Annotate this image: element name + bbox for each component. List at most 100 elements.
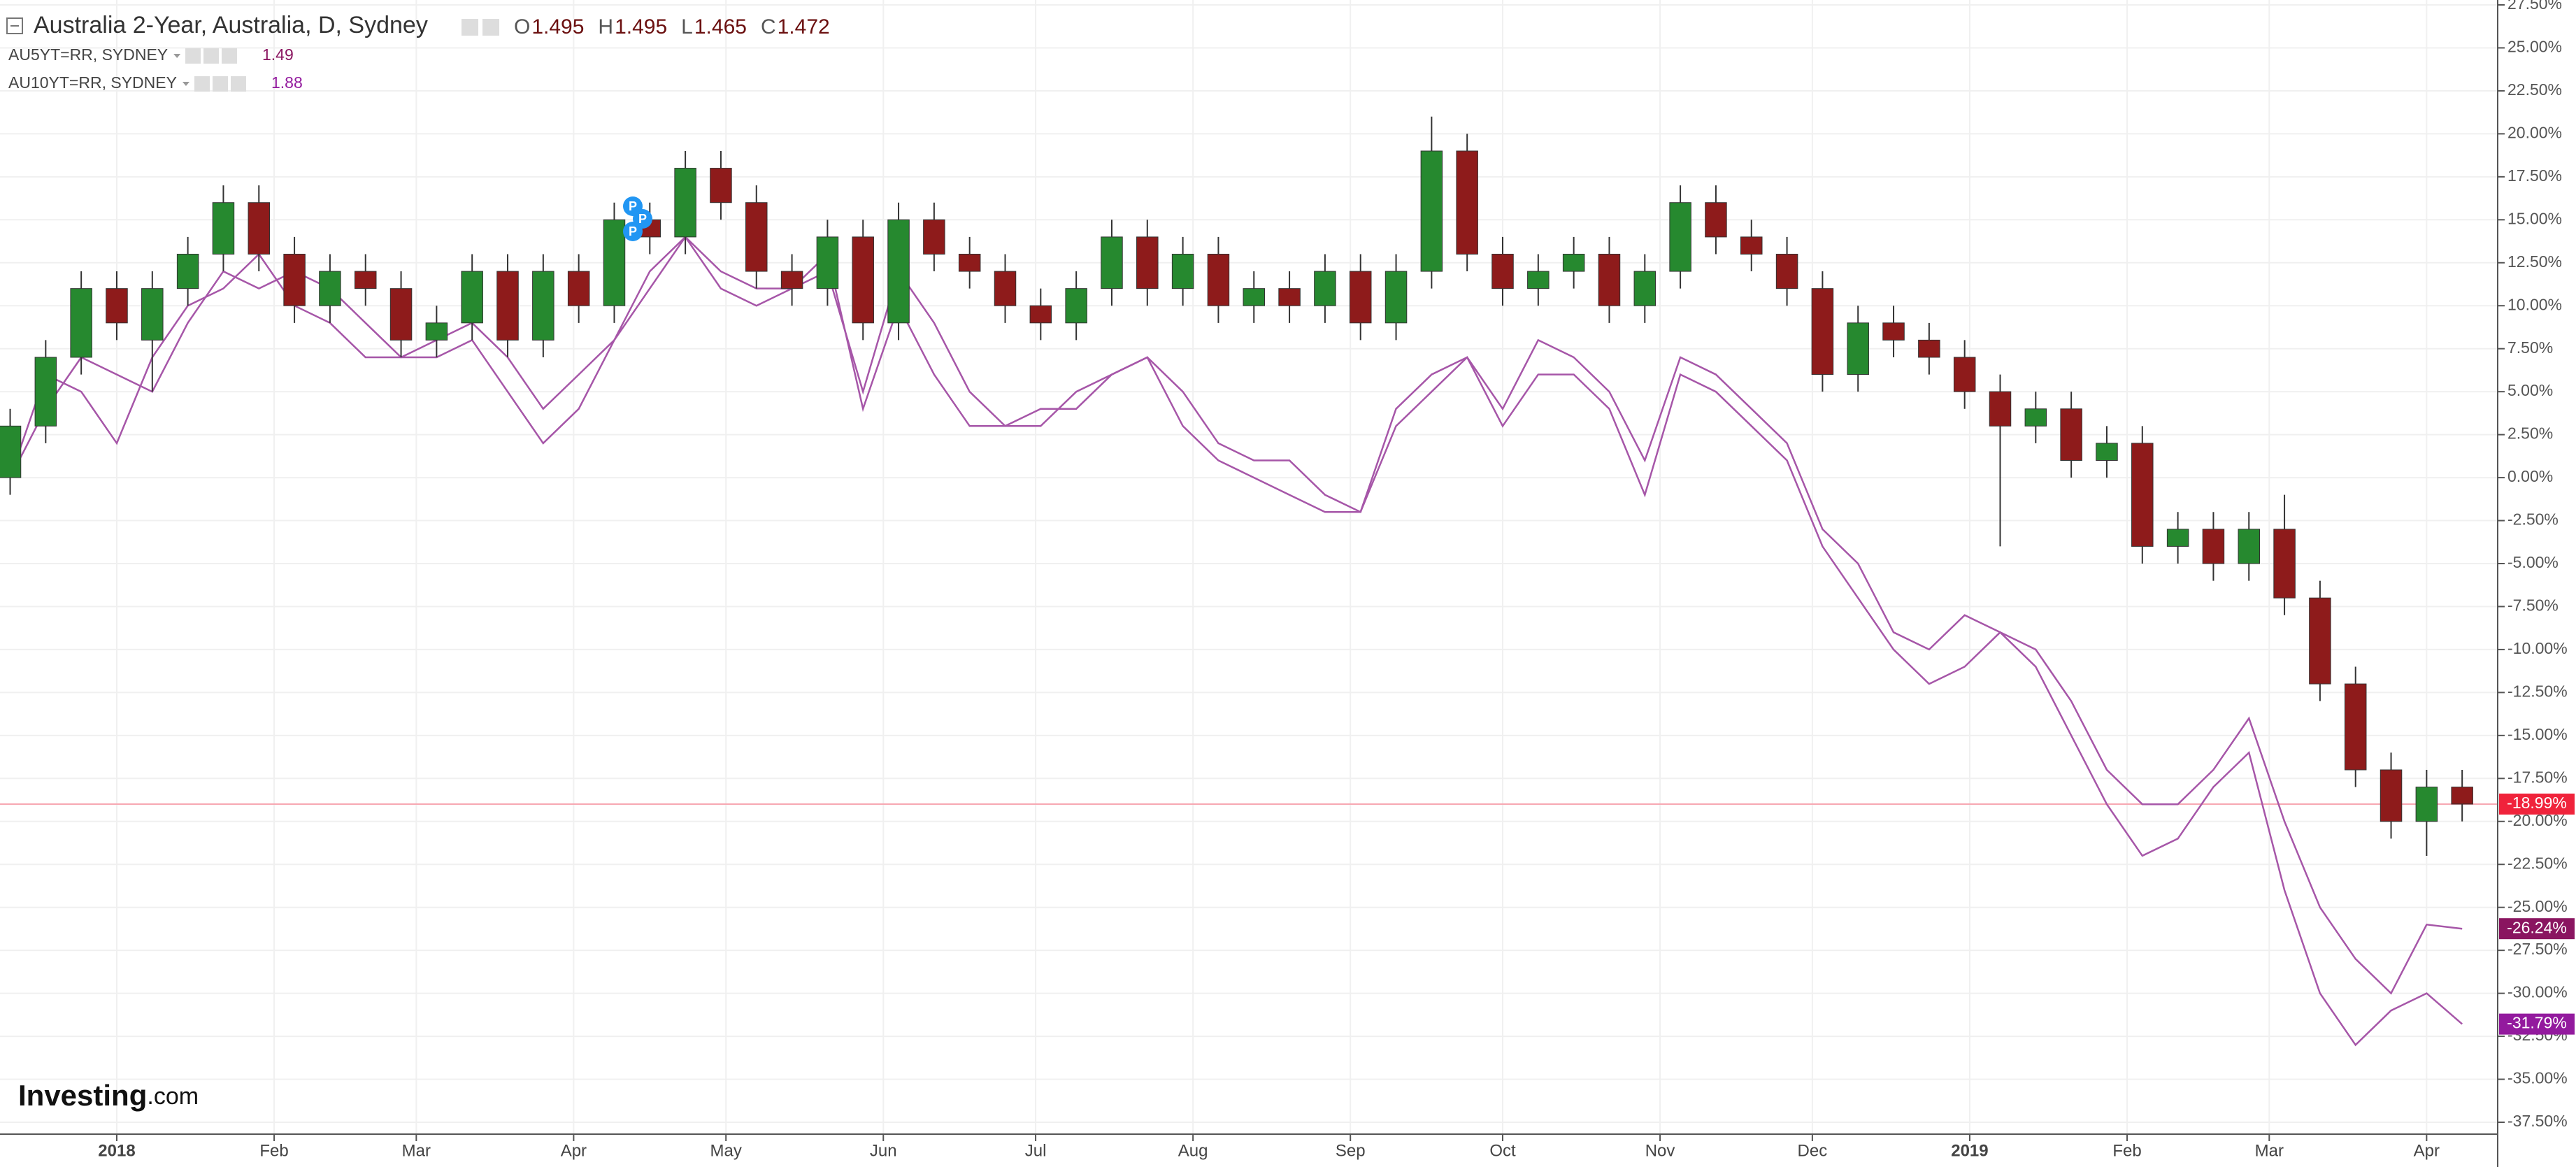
candle-body <box>2415 787 2438 822</box>
ohlc-value: 1.495 <box>531 15 584 38</box>
icon[interactable] <box>203 48 219 64</box>
candle-body <box>2096 443 2118 461</box>
candle-body <box>2202 529 2225 564</box>
icon[interactable] <box>461 19 478 36</box>
candle-body <box>994 271 1017 306</box>
candle-body <box>389 288 413 341</box>
candle-body <box>1847 322 1869 375</box>
collapse-icon[interactable] <box>6 17 23 34</box>
x-tick-label: Jul <box>1025 1141 1047 1160</box>
last-value-label: -31.79% <box>2507 1014 2567 1032</box>
y-tick-label: 0.00% <box>2507 467 2553 485</box>
ohlc-label: L <box>681 15 693 38</box>
candle-body <box>1136 236 1159 289</box>
candle-body <box>2131 443 2154 547</box>
candle-body <box>532 271 554 341</box>
event-marker-label: P <box>629 199 637 213</box>
plot: PPP <box>0 116 2473 1047</box>
legend-caret <box>182 82 189 86</box>
x-tick-label: Jun <box>870 1141 897 1160</box>
logo: Investing.com <box>18 1079 199 1112</box>
y-tick-label: -25.00% <box>2507 897 2568 915</box>
candle-body <box>1527 271 1550 289</box>
candle-body <box>34 357 57 427</box>
icon[interactable] <box>185 48 201 64</box>
ohlc-value: 1.472 <box>778 15 830 38</box>
series-line <box>9 235 2463 1047</box>
candle-body <box>496 271 519 341</box>
candle-body <box>2451 787 2473 805</box>
candle-body <box>710 168 732 203</box>
chart-title: Australia 2-Year, Australia, D, Sydney <box>34 12 428 38</box>
y-tick-label: -22.50% <box>2507 854 2568 872</box>
icon[interactable] <box>231 76 246 92</box>
x-tick-label: Sep <box>1336 1141 1366 1160</box>
candle-body <box>1420 150 1443 272</box>
y-tick-label: -10.00% <box>2507 639 2568 657</box>
candle-body <box>567 271 590 306</box>
y-tick-label: -35.00% <box>2507 1069 2568 1087</box>
candle-body <box>176 253 199 289</box>
candle-body <box>1775 253 1798 289</box>
logo-brand: Investing <box>18 1079 147 1112</box>
candle-body <box>2273 529 2296 599</box>
event-marker-label: P <box>629 224 637 238</box>
candle-body <box>283 253 306 306</box>
candle-body <box>141 288 164 341</box>
candle-body <box>1349 271 1372 324</box>
x-tick-label: 2018 <box>98 1141 135 1160</box>
candle-body <box>2344 683 2367 771</box>
candle-body <box>1740 236 1763 255</box>
icon[interactable] <box>482 19 499 36</box>
x-tick-label: May <box>710 1141 742 1160</box>
candle-body <box>1918 339 1940 358</box>
y-tick-label: 7.50% <box>2507 338 2553 357</box>
y-tick-label: 15.00% <box>2507 209 2562 227</box>
last-value-box <box>2499 1013 2575 1035</box>
candle-body <box>319 271 341 306</box>
candle-body <box>816 236 839 289</box>
candle-body <box>0 425 22 478</box>
candle-body <box>1811 288 1834 375</box>
legend-value: 1.49 <box>262 45 294 64</box>
candle-body <box>1705 202 1727 238</box>
legend-name: AU5YT=RR, SYDNEY <box>8 45 168 64</box>
candle-body <box>1953 357 1976 392</box>
y-tick-label: -27.50% <box>2507 940 2568 958</box>
candle-body <box>1243 288 1266 306</box>
event-marker <box>623 222 643 241</box>
candle-body <box>1491 253 1514 289</box>
legend-caret <box>173 54 181 58</box>
icon[interactable] <box>194 76 210 92</box>
candle-body <box>2380 769 2403 822</box>
candle-body <box>2166 529 2189 547</box>
candle-body <box>923 219 945 255</box>
y-tick-label: 12.50% <box>2507 252 2562 271</box>
ohlc-label: O <box>514 15 530 38</box>
ohlc-value: 1.465 <box>694 15 747 38</box>
last-value-label: -26.24% <box>2507 918 2567 936</box>
y-tick-label: -12.50% <box>2507 682 2568 700</box>
y-tick-label: 25.00% <box>2507 38 2562 56</box>
candle-body <box>1171 253 1194 289</box>
event-marker-label: P <box>638 212 647 226</box>
candle-body <box>1278 288 1301 306</box>
icon[interactable] <box>213 76 228 92</box>
x-tick-label: Nov <box>1645 1141 1675 1160</box>
y-tick-label: 10.00% <box>2507 295 2562 313</box>
y-tick-label: -2.50% <box>2507 510 2559 529</box>
candle-body <box>958 253 981 272</box>
candle-body <box>1598 253 1621 306</box>
candle-body <box>1314 271 1336 306</box>
icon[interactable] <box>222 48 237 64</box>
ohlc-value: 1.495 <box>615 15 667 38</box>
axes: 27.50% 25.00% 22.50% 20.00% 17.50% 15.00% 12.5… <box>98 0 2575 1160</box>
y-tick-label: -5.00% <box>2507 553 2559 571</box>
y-tick-label: -15.00% <box>2507 725 2568 743</box>
candle-body <box>2060 408 2082 461</box>
y-tick-label: -17.50% <box>2507 768 2568 786</box>
candle-body <box>1456 150 1478 255</box>
x-tick-label: Apr <box>2414 1141 2440 1160</box>
candle-body <box>1065 288 1087 324</box>
